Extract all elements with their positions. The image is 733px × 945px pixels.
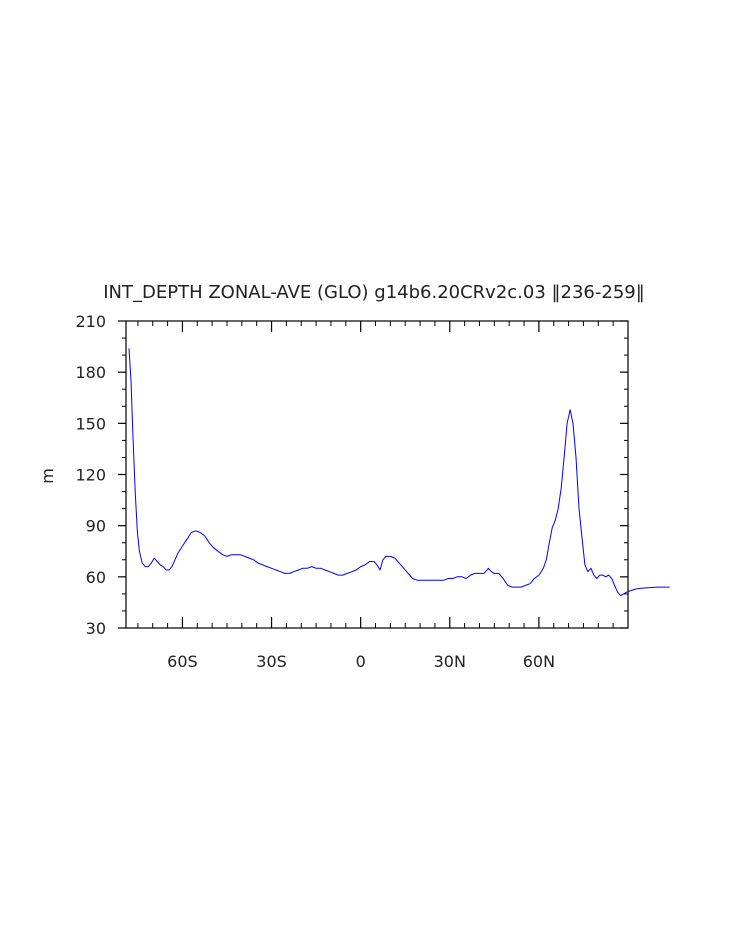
y-tick-label: 210 [75, 312, 106, 331]
series-line [128, 348, 670, 597]
series-layer [128, 348, 670, 597]
y-tick-label: 90 [86, 517, 106, 536]
y-tick-label: 180 [75, 363, 106, 382]
y-tick-label: 60 [86, 568, 106, 587]
x-tick-label: 30N [434, 652, 466, 671]
plot-frame [125, 320, 629, 629]
y-tick-label: 30 [86, 619, 106, 638]
chart-title: INT_DEPTH ZONAL-AVE (GLO) g14b6.20CRv2c.… [103, 282, 645, 303]
y-axis-title: m [38, 468, 57, 484]
x-tick-label: 60S [167, 652, 198, 671]
x-tick-label: 30S [256, 652, 287, 671]
x-tick-label: 0 [356, 652, 366, 671]
y-tick-label: 150 [75, 414, 106, 433]
y-tick-label: 120 [75, 466, 106, 485]
tick-labels: 60S 30S 0 30N 60N 30 60 90 120 150 180 210 [75, 312, 555, 671]
axis-ticks [118, 320, 628, 629]
x-tick-label: 60N [523, 652, 555, 671]
